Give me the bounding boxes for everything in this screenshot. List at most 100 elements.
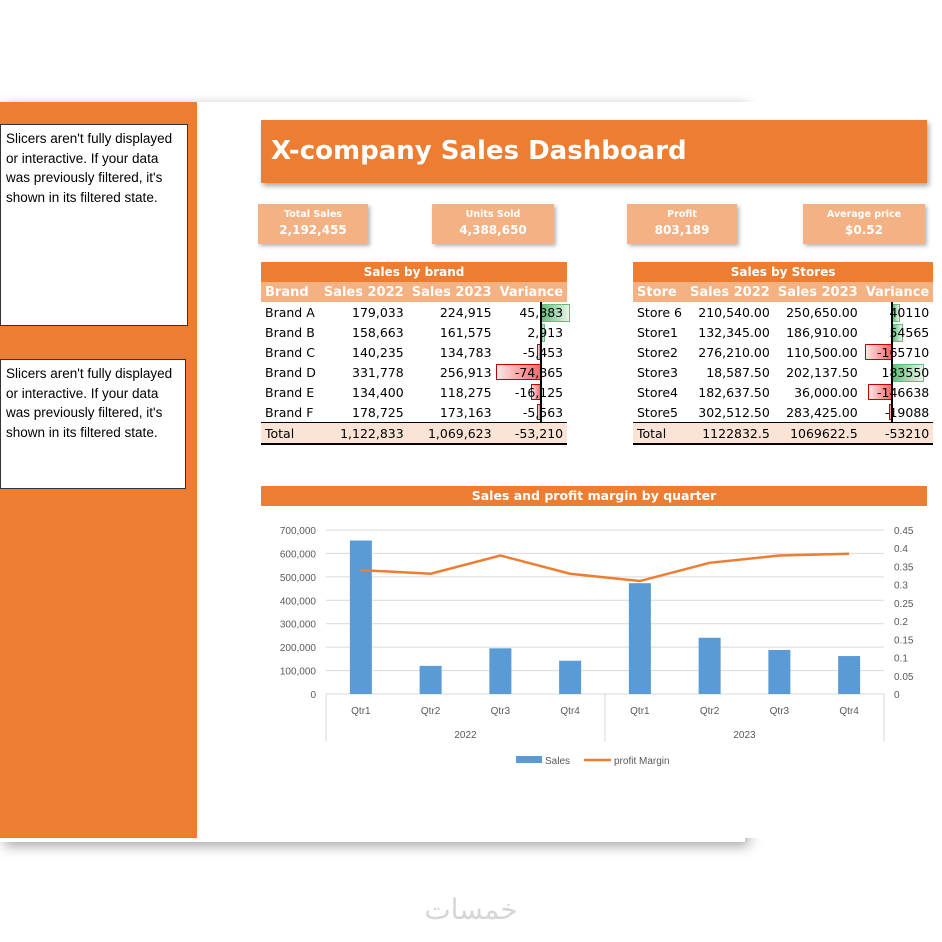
sales-profit-chart[interactable]: 0 100,000 200,000 300,000 400,000 500,000 600,… <box>261 506 927 778</box>
column-header[interactable]: Store <box>633 282 686 302</box>
column-header[interactable]: Sales 2022 <box>319 282 408 302</box>
data-cell[interactable]: 110,500.00 <box>786 344 858 360</box>
data-cell[interactable]: 276,210.00 <box>698 344 770 360</box>
data-cell[interactable]: 182,637.50 <box>698 384 770 400</box>
total-cell[interactable]: 1,122,833 <box>319 422 408 445</box>
sales-bar <box>349 540 372 694</box>
row-label[interactable]: Brand B <box>265 324 315 340</box>
data-cell[interactable]: 132,345.00 <box>698 324 770 340</box>
variance-cell[interactable]: -5,563 <box>496 402 568 423</box>
total-cell[interactable]: -53,210 <box>495 422 568 445</box>
y-left-tick-label: 200,000 <box>280 643 317 654</box>
brand-table-body: Brand A 179,033 224,915 45,883 Brand B 158,66… <box>261 302 571 423</box>
legend-sales-swatch <box>516 756 542 763</box>
y-left-tick-label: 300,000 <box>280 620 317 631</box>
variance-cell[interactable]: -146638 <box>862 382 934 402</box>
slicer-placeholder-2[interactable]: Slicers aren't fully displayed or intera… <box>0 359 186 489</box>
data-bar-axis <box>890 302 893 322</box>
total-cell[interactable]: 1069622.5 <box>773 422 862 445</box>
x-year-label: 2023 <box>733 730 756 741</box>
data-cell[interactable]: 118,275 <box>439 384 492 400</box>
y-left-tick-label: 0 <box>310 690 316 701</box>
column-header[interactable]: Variance <box>861 282 934 302</box>
data-cell[interactable]: 18,587.50 <box>706 364 770 380</box>
data-cell[interactable]: 331,778 <box>352 364 404 380</box>
variance-cell[interactable]: 40110 <box>862 302 934 322</box>
column-header[interactable]: Brand <box>261 282 320 302</box>
data-cell[interactable]: 36,000.00 <box>794 384 858 400</box>
data-cell[interactable]: 202,137.50 <box>786 364 858 380</box>
data-cell[interactable]: 173,163 <box>439 404 492 420</box>
total-cell[interactable]: 1122832.5 <box>685 422 774 445</box>
total-cell[interactable]: 1,069,623 <box>407 422 496 445</box>
variance-cell[interactable]: 45,883 <box>496 302 571 322</box>
row-label[interactable]: Brand A <box>265 304 315 320</box>
variance-cell[interactable]: -165710 <box>862 342 934 362</box>
variance-cell[interactable]: -74,865 <box>495 362 568 382</box>
data-cell[interactable]: 140,235 <box>352 344 404 360</box>
data-bar-axis <box>539 362 542 382</box>
variance-cell[interactable]: 54565 <box>862 322 934 342</box>
data-cell[interactable]: 134,400 <box>352 384 404 400</box>
legend-sales-label: Sales <box>545 756 570 767</box>
data-cell[interactable]: 250,650.00 <box>786 304 858 320</box>
data-cell[interactable]: 158,663 <box>352 324 404 340</box>
data-cell[interactable]: 224,915 <box>439 304 492 320</box>
legend-margin-label: profit Margin <box>614 756 670 767</box>
y-right-tick-label: 0.25 <box>894 599 914 610</box>
data-cell[interactable]: 134,783 <box>439 344 492 360</box>
column-header[interactable]: Sales 2022 <box>685 282 774 302</box>
data-bar-axis <box>890 322 893 342</box>
table-row: Store4 182,637.50 36,000.00 -146638 <box>633 382 933 402</box>
row-label[interactable]: Store1 <box>637 324 678 340</box>
x-year-label: 2022 <box>454 730 477 741</box>
row-label[interactable]: Brand F <box>265 404 314 420</box>
sales-bar <box>419 665 442 694</box>
row-label[interactable]: Store3 <box>637 364 678 380</box>
x-tick-label: Qtr1 <box>351 706 371 717</box>
kpi-total-sales[interactable]: Total Sales 2,192,455 <box>258 204 368 244</box>
variance-value: 45,883 <box>519 304 564 320</box>
column-header[interactable]: Sales 2023 <box>407 282 496 302</box>
data-cell[interactable]: 256,913 <box>439 364 492 380</box>
data-cell[interactable]: 179,033 <box>352 304 404 320</box>
data-bar-axis <box>539 302 542 322</box>
row-label[interactable]: Store2 <box>637 344 678 360</box>
total-label: Total <box>261 422 320 445</box>
kpi-average-price[interactable]: Average price $0.52 <box>803 204 925 244</box>
variance-cell[interactable]: -5,453 <box>496 342 568 362</box>
variance-cell[interactable]: 2,913 <box>496 322 568 342</box>
variance-value: -165710 <box>877 344 930 360</box>
variance-cell[interactable]: 183550 <box>862 362 934 382</box>
data-cell[interactable]: 186,910.00 <box>786 324 858 340</box>
kpi-label: Units Sold <box>465 209 521 220</box>
row-label[interactable]: Brand E <box>265 384 315 400</box>
data-cell[interactable]: 283,425.00 <box>786 404 858 420</box>
row-label[interactable]: Store 6 <box>637 304 682 320</box>
data-cell[interactable]: 161,575 <box>439 324 492 340</box>
data-cell[interactable]: 210,540.00 <box>698 304 770 320</box>
column-header[interactable]: Variance <box>495 282 568 302</box>
y-left-tick-label: 600,000 <box>280 549 317 560</box>
kpi-units-sold[interactable]: Units Sold 4,388,650 <box>432 204 554 244</box>
x-tick-label: Qtr1 <box>630 706 650 717</box>
variance-value: -74,865 <box>514 364 564 380</box>
total-cell[interactable]: -53210 <box>861 422 934 445</box>
row-label[interactable]: Brand D <box>265 364 316 380</box>
chart-title: Sales and profit margin by quarter <box>261 486 927 506</box>
column-header[interactable]: Sales 2023 <box>773 282 862 302</box>
row-label[interactable]: Store4 <box>637 384 678 400</box>
kpi-profit[interactable]: Profit 803,189 <box>627 204 737 244</box>
row-label[interactable]: Brand C <box>265 344 315 360</box>
y-right-tick-label: 0.45 <box>894 526 914 537</box>
sales-bar <box>768 649 791 694</box>
data-cell[interactable]: 178,725 <box>352 404 404 420</box>
row-label[interactable]: Store5 <box>637 404 678 420</box>
table-caption: Sales by brand <box>261 262 568 282</box>
variance-cell[interactable]: -19088 <box>862 402 934 423</box>
x-tick-label: Qtr3 <box>770 706 790 717</box>
variance-cell[interactable]: -16,125 <box>496 382 568 402</box>
slicer-placeholder-1[interactable]: Slicers aren't fully displayed or intera… <box>0 124 188 326</box>
data-cell[interactable]: 302,512.50 <box>698 404 770 420</box>
y-left-tick-label: 500,000 <box>280 573 317 584</box>
